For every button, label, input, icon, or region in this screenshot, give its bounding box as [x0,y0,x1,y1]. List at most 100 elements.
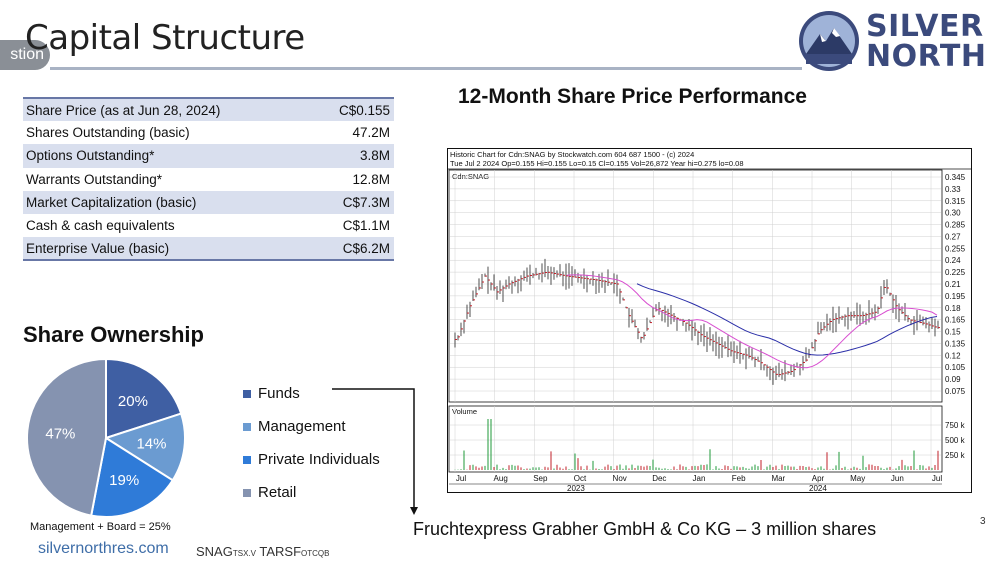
ticker-exchange-tsxv: TSX.V [232,549,256,558]
website-link[interactable]: silvernorthres.com [38,540,169,557]
table-row: Shares Outstanding (basic) 47.2M [23,121,394,145]
month-label: Jun [891,474,904,483]
table-row: Enterprise Value (basic) C$6.2M [23,237,394,262]
funds-connector-arrow [332,388,418,515]
row-value: C$6.2M [310,237,394,262]
row-label: Enterprise Value (basic) [23,237,311,262]
chart-header-line2: Tue Jul 2 2024 Op=0.155 Hi=0.155 Lo=0.15… [450,159,744,168]
legend-item: Management [243,410,380,443]
month-label: May [850,474,865,483]
section-tab-label: stion [10,46,44,63]
volume-panel [448,405,943,473]
volume-axis: 750 k 500 k 250 k [945,421,966,460]
price-tick-label: 0.33 [945,185,961,194]
page-number: 3 [980,516,986,527]
row-label: Options Outstanding* [23,144,311,168]
price-bars [454,258,940,385]
month-axis: Jul Aug Sep Oct Nov Dec Jan Feb Mar Apr May Jun Jul [456,474,942,483]
ticker-symbols: SNAGTSX.V TARSFOTCQB [196,544,329,559]
price-tick-label: 0.255 [945,244,966,253]
price-tick-label: 0.30 [945,209,961,218]
row-label: Warrants Outstanding* [23,167,311,191]
table-row: Cash & cash equivalents C$1.1M [23,213,394,238]
year-label-2023: 2023 [567,484,585,493]
row-value: C$1.1M [310,213,394,238]
silver-north-logo [799,11,859,71]
row-value: C$0.155 [310,96,394,122]
page-title: Capital Structure [25,18,305,58]
legend-swatch [243,455,251,464]
price-tick-label: 0.21 [945,280,961,289]
price-tick-label: 0.09 [945,375,961,384]
legend-label: Retail [258,484,297,501]
price-axis: 0.345 0.33 0.315 0.30 0.285 0.27 0.255 0.24 0.22… [945,173,966,396]
price-panel [448,169,943,403]
volume-tick-label: 750 k [945,421,966,430]
price-tick-label: 0.195 [945,292,966,301]
row-label: Cash & cash equivalents [23,213,311,238]
legend-item: Retail [243,476,380,509]
table-row: Share Price (as at Jun 28, 2024) C$0.155 [23,96,394,122]
price-tick-label: 0.24 [945,256,961,265]
price-tick-label: 0.27 [945,232,961,241]
price-tick-label: 0.285 [945,221,966,230]
month-label: Aug [494,474,508,483]
month-label: Apr [812,474,825,483]
table-row: Warrants Outstanding* 12.8M [23,167,394,191]
ownership-pie-chart: 20% 14% 19% 47% [25,358,186,518]
capital-structure-table: Share Price (as at Jun 28, 2024) C$0.155 … [23,96,394,262]
logo-text-silver: SILVER [866,9,984,44]
price-tick-label: 0.15 [945,328,961,337]
month-label: Jul [456,474,466,483]
price-tick-label: 0.315 [945,197,966,206]
price-tick-label: 0.345 [945,173,966,182]
price-tick-label: 0.075 [945,387,966,396]
management-note: Management + Board = 25% [30,521,171,533]
month-label: Sep [533,474,548,483]
legend-label: Private Individuals [258,451,380,468]
pie-slice-label: 19% [109,472,139,489]
logo-text-north: NORTH [866,39,987,74]
title-divider [50,67,802,70]
volume-tick-label: 500 k [945,436,966,445]
legend-swatch [243,488,251,497]
price-tick-label: 0.18 [945,304,961,313]
share-price-chart: Historic Chart for Cdn:SNAG by Stockwatc… [447,148,972,493]
legend-swatch [243,422,251,431]
month-label: Feb [732,474,746,483]
year-label-2024: 2024 [809,484,827,493]
section-tab: stion [0,40,50,70]
row-label: Shares Outstanding (basic) [23,121,311,145]
pie-slice-private-individuals [90,436,175,518]
table-row: Options Outstanding* 3.8M [23,144,394,168]
ownership-title: Share Ownership [23,322,204,347]
month-label: Oct [574,474,587,483]
chart-title: 12-Month Share Price Performance [458,85,807,108]
month-label: Jul [932,474,942,483]
pie-slice-label: 20% [118,393,148,410]
pie-slice-funds [105,358,183,440]
month-label: Dec [652,474,666,483]
price-tick-label: 0.165 [945,316,966,325]
price-tick-label: 0.135 [945,339,966,348]
month-label: Mar [771,474,785,483]
row-label: Share Price (as at Jun 28, 2024) [23,96,311,122]
month-label: Jan [693,474,706,483]
legend-label: Funds [258,385,300,402]
row-value: 3.8M [310,144,394,168]
volume-bars [454,419,939,470]
legend-item: Private Individuals [243,443,380,476]
moving-average-short [566,274,938,369]
row-value: C$7.3M [310,190,394,214]
legend-swatch [243,389,251,398]
pie-slice-management [103,412,186,482]
month-label: Nov [613,474,627,483]
legend-item: Funds [243,377,380,410]
price-tick-label: 0.225 [945,268,966,277]
price-tick-label: 0.105 [945,363,966,372]
legend-label: Management [258,418,346,435]
moving-average-long [636,283,938,356]
volume-label: Volume [452,407,477,416]
shareholder-note: Fruchtexpress Grabher GmbH & Co KG – 3 m… [413,519,877,539]
volume-tick-label: 250 k [945,451,966,460]
